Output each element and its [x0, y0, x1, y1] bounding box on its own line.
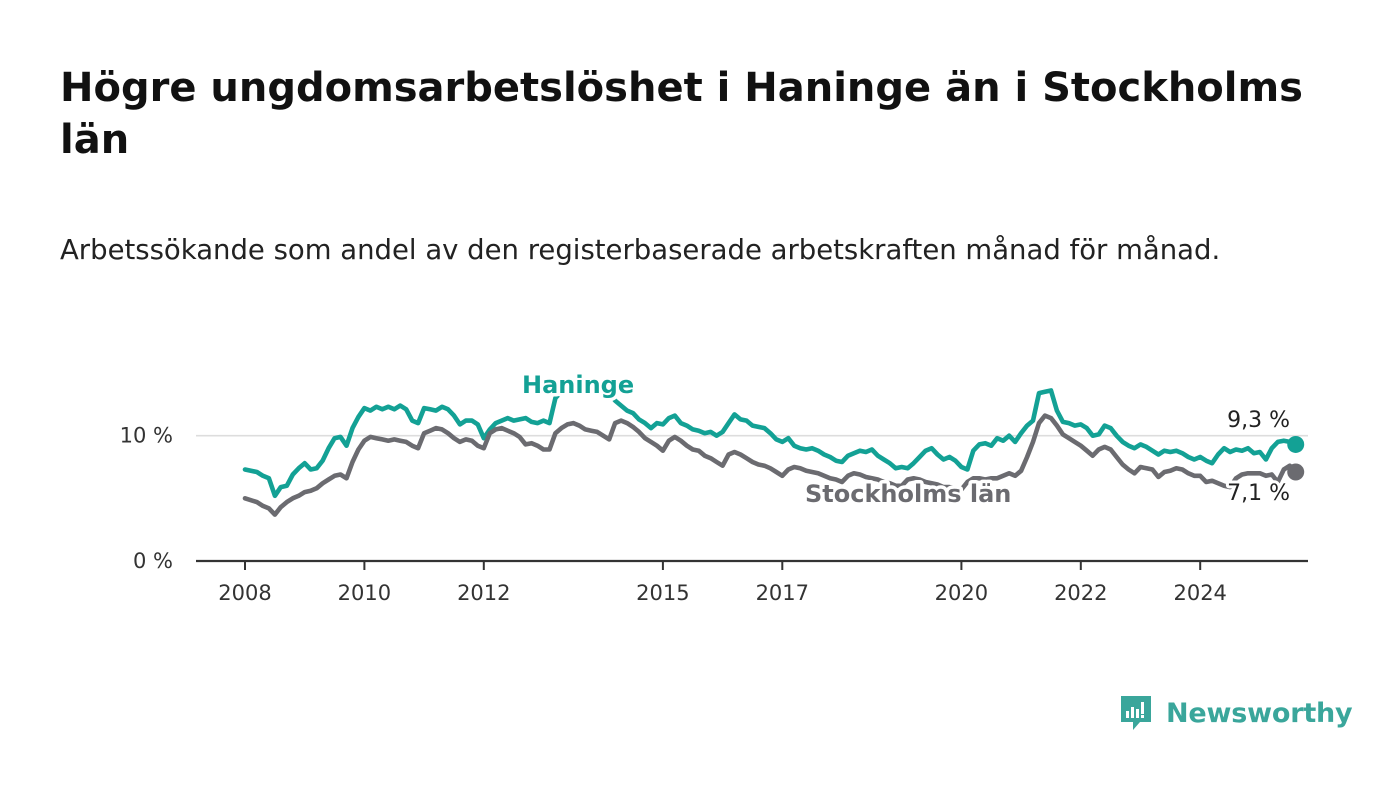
- x-tick-label: 2022: [1054, 581, 1107, 605]
- newsworthy-logo-icon: [1121, 696, 1151, 730]
- x-tick-label: 2020: [935, 581, 988, 605]
- series-end-label: 9,3 %: [1227, 408, 1290, 433]
- series-name-label: Stockholms län: [805, 480, 1011, 508]
- series-line-0: [242, 377, 1298, 499]
- series-name-halo: Haninge: [522, 371, 634, 399]
- series-end-dot-1: [1287, 463, 1305, 481]
- chart-subtitle: Arbetssökande som andel av den registerb…: [60, 234, 1221, 266]
- x-tick-label: 2008: [218, 581, 271, 605]
- series-layer: [242, 377, 1305, 517]
- series-end-label: 7,1 %: [1227, 481, 1290, 506]
- x-tick-label: 2012: [457, 581, 510, 605]
- series-end-label-halo: 9,3 %: [1227, 408, 1290, 433]
- x-tick-label: 2017: [756, 581, 809, 605]
- series-name-label: Haninge: [522, 371, 634, 399]
- series-name-halo: Stockholms län: [805, 480, 1011, 508]
- y-tick-label: 10 %: [120, 424, 173, 448]
- series-end-dot-0: [1287, 435, 1305, 453]
- series-line-1: [242, 413, 1298, 517]
- x-tick-label: 2024: [1173, 581, 1226, 605]
- newsworthy-logo[interactable]: Newsworthy: [1118, 690, 1353, 736]
- newsworthy-logo-text: Newsworthy: [1166, 697, 1353, 729]
- series-end-label-halo: 7,1 %: [1227, 481, 1290, 506]
- x-tick-label: 2015: [636, 581, 689, 605]
- y-tick-label: 0 %: [133, 549, 173, 573]
- x-tick-label: 2010: [338, 581, 391, 605]
- axis-layer: 0 % 10 % 2008 2010 2012 2015 2017 2020 2022 2024: [120, 424, 1308, 605]
- chart-title: Högre ungdomsarbetslöshet i Haninge än i…: [60, 65, 1303, 163]
